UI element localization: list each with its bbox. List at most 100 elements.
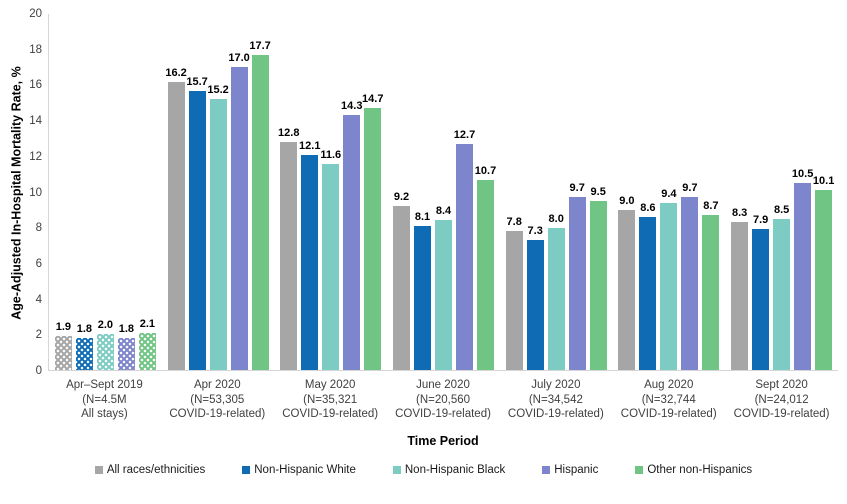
bar: 1.9	[54, 321, 72, 370]
x-category-label: Apr 2020 (N=53,305 COVID-19-related)	[169, 379, 266, 421]
bar-value-label: 10.1	[812, 175, 835, 188]
bar: 15.2	[207, 84, 229, 370]
bar: 1.8	[75, 323, 93, 370]
y-tick-label: 6	[35, 257, 42, 270]
bar-value-label: 7.9	[752, 214, 769, 227]
bar-value-label: 2.0	[97, 319, 113, 332]
bar: 2.1	[138, 318, 156, 370]
bar-value-label: 9.2	[393, 191, 410, 204]
legend-label: Hispanic	[554, 464, 599, 476]
bar-value-label: 2.1	[139, 317, 155, 330]
bar-value-label: 11.6	[320, 148, 342, 161]
bar: 9.4	[660, 188, 678, 370]
x-category-label: May 2020 (N=35,321 COVID-19-related)	[282, 379, 379, 421]
bar: 16.2	[165, 67, 187, 370]
bar-value-label: 8.0	[548, 212, 564, 225]
legend-swatch	[242, 466, 251, 474]
bar-value-label: 8.3	[731, 207, 748, 220]
bar-value-label: 8.7	[703, 200, 719, 213]
legend-label: Other non-Hispanics	[647, 464, 753, 476]
x-axis-category-labels: Apr–Sept 2019 (N=4.5M All stays) Apr 2020 (N…	[48, 378, 838, 422]
bar: 7.3	[526, 225, 544, 370]
legend-swatch	[94, 466, 103, 474]
bar-value-label: 12.1	[299, 139, 321, 152]
bar-group: 9.2 8.1 8.4 12.7 10.7	[387, 14, 500, 370]
bar: 2.0	[96, 319, 114, 370]
legend-label: Non-Hispanic White	[254, 464, 356, 476]
bar: 8.4	[434, 205, 452, 370]
bar-value-label: 14.7	[362, 93, 384, 106]
bar: 8.6	[639, 202, 657, 370]
bar-value-label: 8.5	[773, 203, 790, 216]
bar-group: 1.9 1.8 2.0 1.8 2.1	[49, 14, 162, 370]
bar-group: 12.8 12.1 11.6 14.3 14.7	[274, 14, 387, 370]
y-tick-label: 18	[29, 43, 42, 56]
bar: 9.7	[681, 182, 699, 370]
y-tick-label: 16	[29, 79, 42, 92]
y-tick-label: 14	[29, 115, 42, 128]
plot-area: 1.9 1.8 2.0 1.8 2.1 16.2 15.7 15.2 17.0 17.7 12.8 1…	[48, 14, 838, 371]
bar-value-label: 9.5	[590, 185, 606, 198]
bar: 8.5	[773, 204, 791, 370]
bar: 12.1	[299, 140, 320, 370]
legend-item: Hispanic	[542, 464, 598, 476]
bar-value-label: 8.6	[640, 201, 656, 214]
x-category-label: June 2020 (N=20,560 COVID-19-related)	[395, 379, 491, 421]
bar: 8.7	[702, 200, 720, 370]
legend-item: Non-Hispanic White	[242, 464, 356, 476]
y-tick-label: 2	[35, 329, 42, 342]
legend-label: All races/ethnicities	[106, 464, 206, 476]
bar-value-label: 17.0	[228, 52, 250, 65]
x-category-label: Sept 2020 (N=24,012 COVID-19-related)	[733, 379, 830, 421]
bar-value-label: 12.8	[278, 127, 300, 140]
y-tick-label: 0	[35, 365, 42, 377]
bar-group: 16.2 15.7 15.2 17.0 17.7	[162, 14, 275, 370]
bar: 9.5	[589, 186, 607, 370]
legend-label: Non-Hispanic Black	[404, 464, 506, 476]
bar: 14.3	[341, 100, 362, 370]
y-tick-label: 4	[35, 293, 42, 306]
x-category-label: July 2020 (N=34,542 COVID-19-related)	[507, 379, 604, 421]
bar-value-label: 16.2	[165, 66, 187, 79]
bar: 9.0	[618, 195, 636, 370]
bar-value-label: 7.3	[527, 225, 543, 238]
legend-item: Non-Hispanic Black	[392, 464, 506, 476]
y-tick-label: 20	[29, 8, 42, 20]
bar-value-label: 14.3	[341, 100, 363, 113]
bar: 17.7	[249, 40, 271, 370]
bar-value-label: 15.7	[186, 75, 208, 88]
legend: All races/ethnicities Non-Hispanic White N…	[0, 464, 847, 476]
bar: 12.7	[454, 129, 475, 370]
bar: 8.0	[547, 213, 565, 370]
bar: 10.1	[813, 175, 834, 370]
y-tick-label: 10	[29, 186, 42, 199]
bar: 7.9	[752, 214, 770, 370]
bar-value-label: 10.7	[474, 164, 497, 177]
bar-value-label: 17.7	[249, 39, 271, 52]
legend-item: Other non-Hispanics	[635, 464, 752, 476]
bar: 7.8	[505, 216, 523, 370]
x-category-label: Apr–Sept 2019 (N=4.5M All stays)	[66, 379, 143, 421]
bar-value-label: 1.8	[76, 322, 92, 335]
x-category-label: Aug 2020 (N=32,744 COVID-19-related)	[620, 379, 717, 421]
bar-value-label: 10.5	[791, 168, 814, 181]
bar-value-label: 15.2	[207, 84, 229, 97]
bar-value-label: 7.8	[506, 216, 522, 229]
bar-group: 8.3 7.9 8.5 10.5 10.1	[725, 14, 838, 370]
bar-value-label: 1.8	[118, 322, 134, 335]
bar-value-label: 1.9	[55, 321, 71, 334]
bar: 17.0	[228, 52, 250, 370]
y-tick-label: 12	[29, 150, 42, 163]
bar: 8.1	[413, 211, 431, 370]
bar: 1.8	[117, 323, 135, 370]
bar: 9.7	[568, 182, 586, 370]
bar: 14.7	[362, 93, 383, 370]
bar: 15.7	[186, 76, 208, 370]
bar-value-label: 9.0	[619, 194, 635, 207]
bar: 8.3	[731, 207, 749, 370]
bar-group: 9.0 8.6 9.4 9.7 8.7	[613, 14, 726, 370]
legend-swatch	[392, 466, 401, 474]
bar-group: 7.8 7.3 8.0 9.7 9.5	[500, 14, 613, 370]
y-axis-ticks: 0 2 4 6 8 10 12 14 16 18 20	[0, 8, 42, 377]
